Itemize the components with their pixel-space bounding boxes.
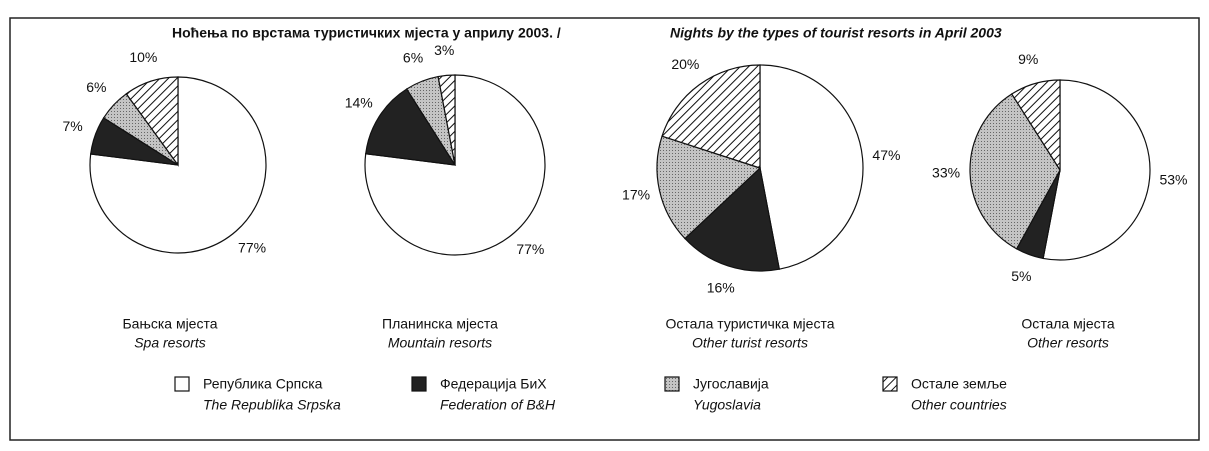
data-label: 5% — [1011, 268, 1031, 284]
legend-label: Република Српска — [203, 376, 323, 392]
pie-slice — [969, 93, 1061, 250]
pie-slice — [759, 64, 864, 270]
legend-label-en: Federation of B&H — [440, 397, 556, 413]
legend-label-en: Yugoslavia — [693, 397, 761, 413]
pie-slice — [1042, 79, 1151, 261]
data-label: 7% — [63, 118, 83, 134]
legend-label-en: Other countries — [911, 397, 1007, 413]
legend-swatch — [664, 376, 680, 392]
data-label: 16% — [707, 279, 735, 295]
data-label: 14% — [345, 95, 373, 111]
chart-title: Ноћења по врстама туристичких мјеста у а… — [172, 25, 561, 41]
legend-label: Југославија — [693, 376, 769, 392]
legend-swatch — [174, 376, 190, 392]
pie-subtitle: Spa resorts — [134, 335, 206, 351]
data-label: 77% — [516, 241, 544, 257]
pie-slice — [437, 74, 456, 166]
pie-slice — [661, 64, 761, 169]
pie-title: Остала мјеста — [1021, 316, 1115, 332]
pie-subtitle: Other resorts — [1027, 335, 1109, 351]
pie-slice — [684, 166, 781, 272]
pie-slice — [1010, 79, 1061, 173]
data-label: 10% — [129, 49, 157, 65]
legend-swatch — [411, 376, 427, 392]
chart-title-en: Nights by the types of tourist resorts i… — [670, 25, 1002, 41]
data-label: 3% — [434, 42, 454, 58]
data-label: 9% — [1018, 51, 1038, 67]
data-label: 77% — [238, 240, 266, 256]
data-label: 47% — [872, 147, 900, 163]
pie-slice — [365, 88, 457, 166]
data-label: 17% — [622, 186, 650, 202]
legend-label: Остале земље — [911, 376, 1007, 392]
pie-slice — [656, 135, 762, 240]
data-label: 53% — [1159, 171, 1187, 187]
legend-label: Федерација БиХ — [440, 376, 547, 392]
legend-label-en: The Republika Srpska — [203, 397, 341, 413]
pie-slice — [125, 76, 179, 167]
pie-subtitle: Mountain resorts — [388, 335, 492, 351]
pie-title: Планинска мјеста — [382, 316, 498, 332]
legend-swatch — [882, 376, 898, 392]
data-label: 20% — [671, 56, 699, 72]
data-label: 6% — [403, 50, 423, 66]
frame — [9, 17, 1200, 441]
pie-title: Бањска мјеста — [122, 316, 217, 332]
pie-title: Остала туристичка мјеста — [666, 316, 835, 332]
pie-subtitle: Other turist resorts — [692, 335, 808, 351]
data-label: 6% — [86, 79, 106, 95]
data-label: 33% — [932, 164, 960, 180]
